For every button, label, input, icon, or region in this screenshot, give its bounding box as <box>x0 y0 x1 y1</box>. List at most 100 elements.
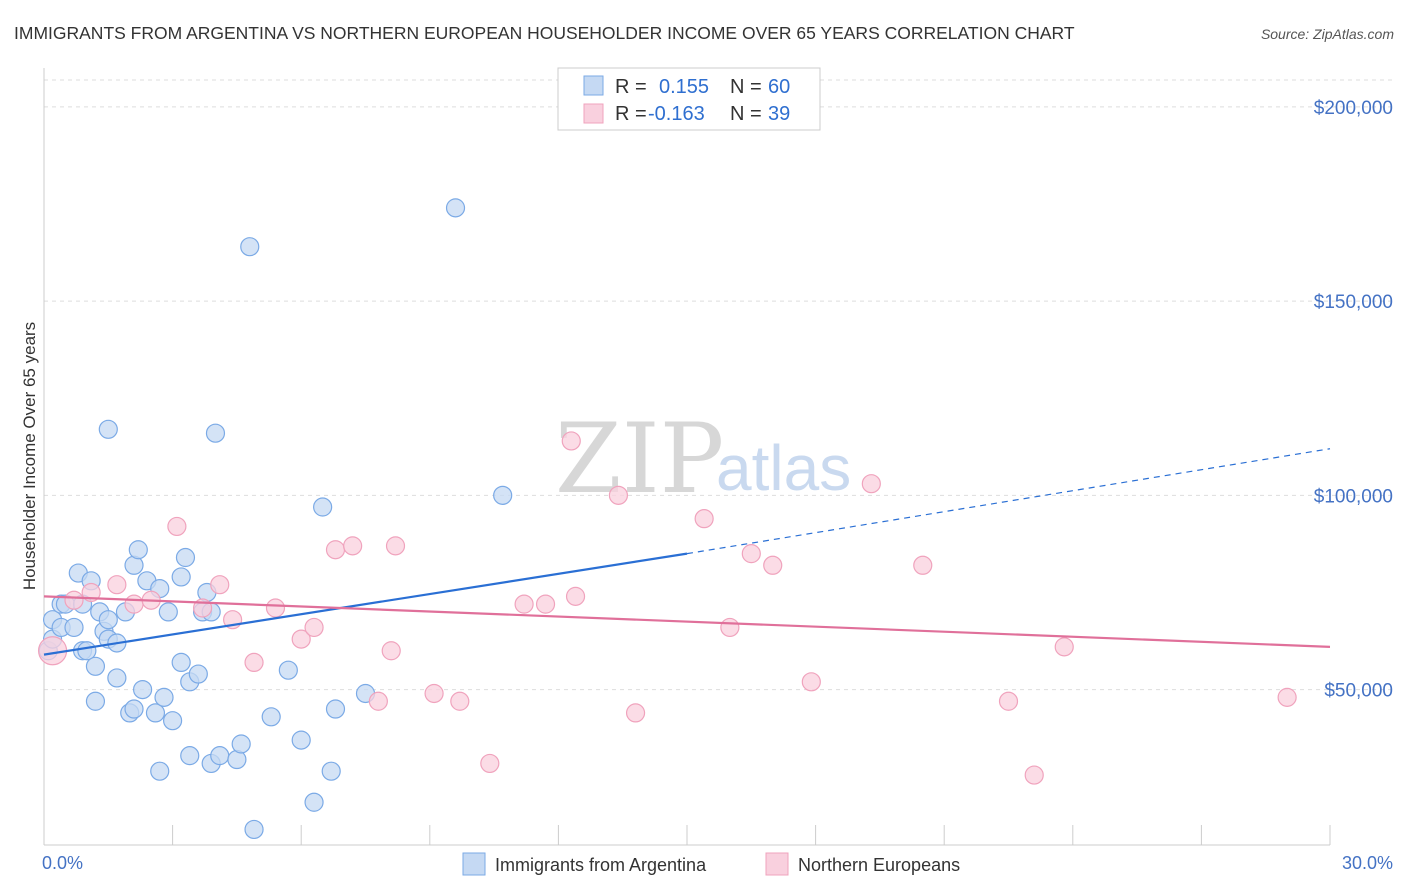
argentina-point-38 <box>180 746 200 766</box>
northern-europeans-point-22 <box>514 594 534 614</box>
argentina-point-13 <box>85 656 106 676</box>
northern-europeans-point-23 <box>535 594 556 614</box>
series-legend-swatch-argentina <box>462 852 486 876</box>
argentina-point-25 <box>128 540 148 560</box>
argentina-point-26 <box>132 679 153 700</box>
series-legend-label-northern-europeans: Northern Europeans <box>798 855 960 875</box>
argentina-point-12 <box>85 691 106 711</box>
correlation-legend: R = 0.155 N = 60 R = -0.163 N = 39 <box>557 67 821 131</box>
northern-europeans-point-16 <box>368 691 388 711</box>
legend-n-label-1: N = <box>730 103 762 125</box>
argentina-point-18 <box>98 419 118 439</box>
argentina-point-33 <box>163 711 183 731</box>
chart-source: Source: ZipAtlas.com <box>1261 26 1394 42</box>
y-axis-label: Householder Income Over 65 years <box>20 322 39 590</box>
northern-europeans-point-31 <box>763 555 783 575</box>
trend-line-argentina <box>43 552 688 656</box>
trend-line-argentina-extension <box>686 448 1331 555</box>
argentina-point-6 <box>64 617 84 638</box>
northern-europeans-point-38 <box>1277 687 1297 707</box>
northern-europeans-point-19 <box>424 683 444 704</box>
legend-n-value-1: 39 <box>768 103 790 125</box>
argentina-point-30 <box>150 761 170 781</box>
argentina-point-52 <box>291 730 311 750</box>
northern-europeans-point-36 <box>1024 765 1044 785</box>
legend-r-value-0: 0.155 <box>659 76 709 98</box>
y-tick-label-200000: $200,000 <box>1314 98 1393 119</box>
watermark-zip: ZIP <box>555 403 724 515</box>
northern-europeans-point-18 <box>381 641 401 661</box>
trend-line-northern-europeans <box>43 595 1331 648</box>
northern-europeans-point-25 <box>565 586 586 606</box>
argentina-point-53 <box>304 792 324 812</box>
northern-europeans-point-14 <box>325 540 346 560</box>
argentina-point-59 <box>493 485 513 505</box>
argentina-point-28 <box>145 703 166 723</box>
northern-europeans-point-34 <box>913 555 933 575</box>
northern-europeans-point-26 <box>608 485 629 505</box>
argentina-point-32 <box>158 602 178 622</box>
argentina-point-17 <box>98 610 118 630</box>
grid-lines <box>44 79 1394 691</box>
chart-title: IMMIGRANTS FROM ARGENTINA VS NORTHERN EU… <box>14 23 1075 43</box>
northern-europeans-point-29 <box>720 617 740 638</box>
legend-r-label-1: R = <box>615 103 647 125</box>
argentina-point-48 <box>240 237 260 257</box>
northern-europeans-point-27 <box>625 703 646 723</box>
argentina-point-56 <box>325 699 346 719</box>
northern-europeans-point-15 <box>343 536 363 556</box>
x-axis-ticks <box>43 825 1331 845</box>
northern-europeans-point-35 <box>998 691 1019 711</box>
y-tick-labels: $50,000 $100,000 $150,000 $200,000 <box>1314 98 1393 702</box>
watermark: ZIP atlas <box>555 403 851 515</box>
argentina-point-39 <box>188 664 208 684</box>
northern-europeans-point-8 <box>210 575 230 595</box>
watermark-atlas: atlas <box>716 432 851 504</box>
legend-swatch-northern-europeans <box>583 103 604 124</box>
argentina-point-34 <box>171 652 191 673</box>
northern-europeans-point-13 <box>304 617 324 638</box>
northern-europeans-point-37 <box>1054 637 1074 657</box>
northern-europeans-point-1 <box>64 590 84 610</box>
northern-europeans-point-3 <box>107 575 127 595</box>
x-tick-label-min: 0.0% <box>42 853 83 873</box>
argentina-point-51 <box>278 660 298 680</box>
x-tick-label-max: 30.0% <box>1342 853 1393 873</box>
argentina-point-54 <box>313 497 333 517</box>
argentina-point-50 <box>261 707 281 727</box>
argentina-point-35 <box>171 567 191 587</box>
legend-r-value-1: -0.163 <box>648 103 705 125</box>
trend-lines <box>43 448 1331 656</box>
northern-europeans-point-12 <box>291 629 311 649</box>
argentina-point-49 <box>244 819 264 840</box>
argentina-point-47 <box>231 734 251 754</box>
northern-europeans-point-24 <box>561 431 581 451</box>
series-northern-europeans-points <box>37 431 1297 785</box>
y-tick-label-50000: $50,000 <box>1324 681 1393 702</box>
northern-europeans-point-28 <box>694 509 714 529</box>
argentina-point-44 <box>205 423 226 443</box>
argentina-point-58 <box>445 198 466 218</box>
northern-europeans-point-17 <box>385 536 406 556</box>
series-argentina-points <box>38 198 513 840</box>
argentina-point-55 <box>321 761 341 781</box>
argentina-point-45 <box>210 746 230 766</box>
argentina-point-20 <box>107 668 127 688</box>
legend-n-label-0: N = <box>730 76 762 98</box>
legend-r-label-0: R = <box>615 76 647 98</box>
northern-europeans-point-4 <box>124 594 144 614</box>
series-legend-swatch-northern-europeans <box>765 852 789 876</box>
northern-europeans-point-33 <box>861 474 881 494</box>
northern-europeans-point-21 <box>480 753 500 774</box>
northern-europeans-point-11 <box>265 598 286 618</box>
northern-europeans-point-32 <box>801 672 821 692</box>
series-legend: Immigrants from Argentina Northern Europ… <box>462 852 960 876</box>
northern-europeans-point-20 <box>450 691 470 711</box>
argentina-point-31 <box>154 687 174 707</box>
legend-n-value-0: 60 <box>768 76 790 98</box>
argentina-point-36 <box>175 547 196 568</box>
northern-europeans-point-30 <box>741 544 761 564</box>
series-legend-label-argentina: Immigrants from Argentina <box>495 855 707 875</box>
northern-europeans-point-6 <box>167 516 187 537</box>
